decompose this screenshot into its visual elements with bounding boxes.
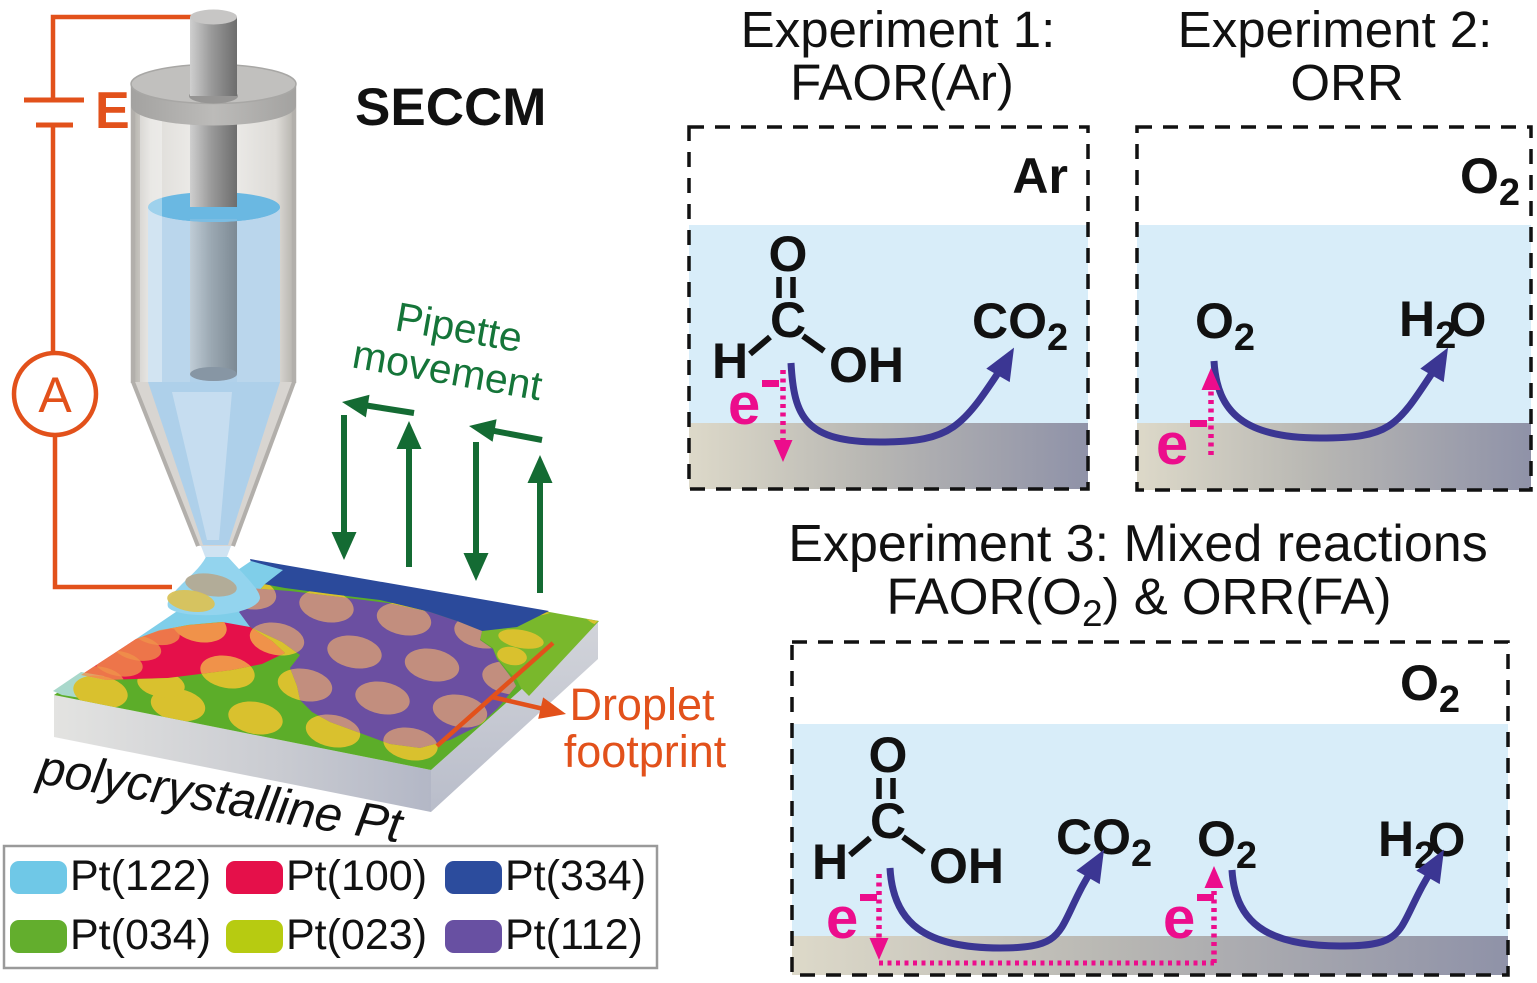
svg-text:A: A (38, 367, 72, 423)
svg-text:O: O (1449, 294, 1486, 347)
svg-text:Droplet: Droplet (569, 679, 715, 730)
svg-text:Pt(023): Pt(023) (286, 911, 427, 959)
svg-text:OH: OH (829, 337, 904, 393)
svg-text:e: e (826, 886, 858, 951)
svg-text:e: e (728, 372, 760, 437)
svg-text:Experiment 3: Mixed reactions: Experiment 3: Mixed reactions (788, 515, 1487, 573)
svg-text:C: C (870, 793, 906, 849)
svg-text:Experiment 1:: Experiment 1: (741, 1, 1056, 58)
svg-text:Experiment 2:: Experiment 2: (1178, 1, 1493, 58)
svg-text:ORR: ORR (1290, 54, 1403, 111)
svg-text:e: e (1163, 886, 1195, 951)
svg-text:FAOR(O2) & ORR(FA): FAOR(O2) & ORR(FA) (886, 568, 1391, 634)
svg-text:footprint: footprint (564, 726, 727, 777)
svg-text:Pt(034): Pt(034) (70, 911, 211, 959)
svg-text:Pt(334): Pt(334) (505, 852, 646, 900)
svg-text:O2: O2 (1460, 148, 1520, 214)
svg-text:H: H (812, 834, 848, 890)
svg-text:O2: O2 (1400, 655, 1460, 721)
svg-text:OH: OH (929, 838, 1004, 894)
svg-text:e: e (1156, 412, 1188, 477)
svg-text:Ar: Ar (1012, 148, 1068, 204)
svg-text:E: E (95, 82, 130, 140)
svg-text:O: O (769, 226, 808, 282)
svg-text:FAOR(Ar): FAOR(Ar) (790, 54, 1014, 111)
svg-text:Pt(100): Pt(100) (286, 852, 427, 900)
svg-text:SECCM: SECCM (355, 78, 546, 137)
svg-text:Pt(122): Pt(122) (70, 852, 211, 900)
svg-text:Pt(112): Pt(112) (505, 911, 643, 959)
svg-text:H: H (712, 333, 748, 389)
svg-text:C: C (770, 292, 806, 348)
svg-text:O: O (869, 727, 908, 783)
